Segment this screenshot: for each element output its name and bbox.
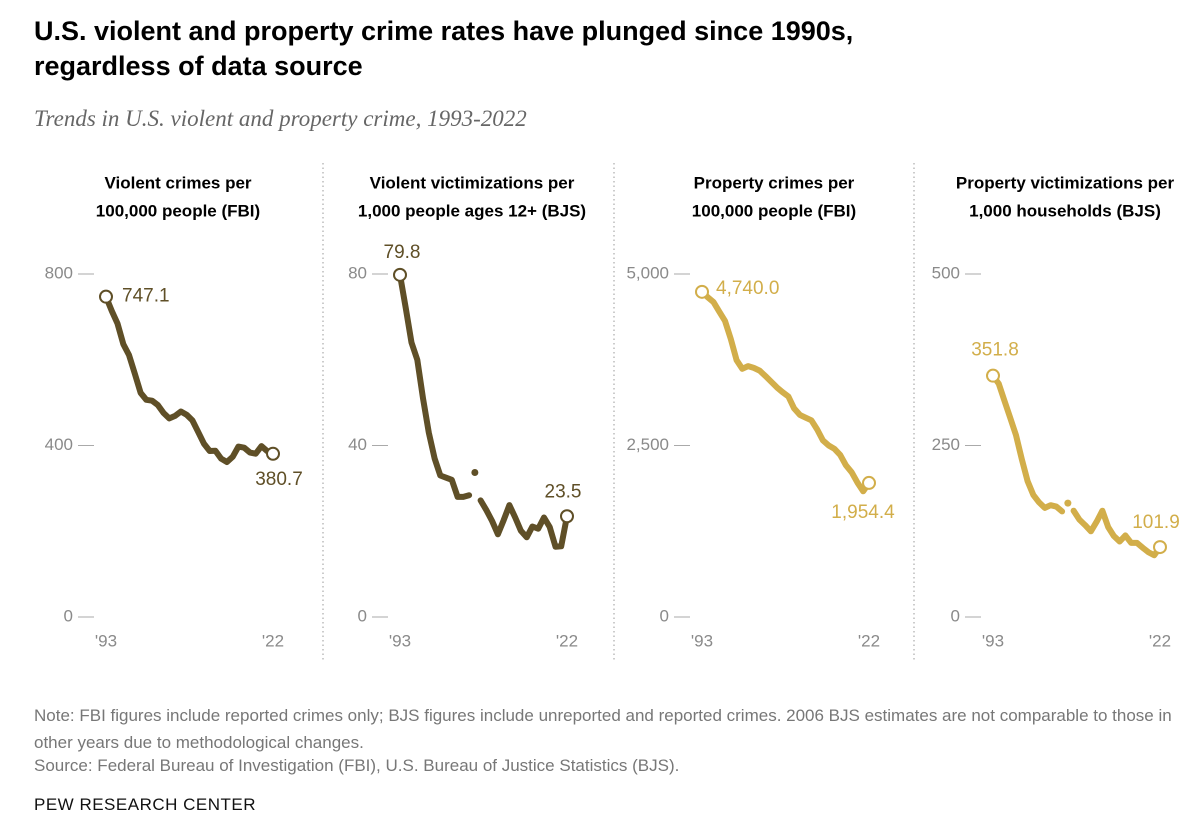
y-tick-label: 400 — [45, 435, 73, 454]
value-label: 79.8 — [384, 242, 421, 263]
value-label: 380.7 — [255, 469, 303, 490]
line — [699, 288, 872, 495]
endpoint — [99, 289, 113, 304]
line — [1070, 507, 1163, 559]
point — [1064, 499, 1072, 507]
line — [103, 293, 276, 465]
value-label: 4,740.0 — [716, 278, 779, 299]
y-tick-label: 250 — [932, 435, 960, 454]
y-tick-label: 2,500 — [626, 435, 669, 454]
x-tick-label: '93 — [982, 631, 1004, 650]
value-label: 351.8 — [971, 340, 1019, 361]
y-tick-label: 0 — [358, 606, 367, 625]
value-label: 747.1 — [122, 286, 170, 307]
subtitle: Trends in U.S. violent and property crim… — [34, 106, 527, 131]
note: Note: FBI figures include reported crime… — [34, 706, 1172, 752]
title-line: U.S. violent and property crime rates ha… — [34, 16, 854, 46]
y-tick-label: 0 — [64, 606, 73, 625]
panel-title: Property victimizations per — [956, 173, 1175, 192]
endpoint — [560, 509, 574, 524]
x-tick-label: '93 — [691, 631, 713, 650]
endpoint — [1153, 540, 1167, 555]
panel-title: 100,000 people (FBI) — [692, 201, 856, 220]
panel-title: Violent victimizations per — [370, 173, 575, 192]
title-line: regardless of data source — [34, 51, 363, 81]
x-tick-label: '22 — [556, 631, 578, 650]
value-label: 101.9 — [1132, 512, 1180, 533]
endpoint — [393, 267, 407, 282]
panel-title: Property crimes per — [694, 173, 855, 192]
y-tick-label: 500 — [932, 263, 960, 282]
y-tick-label: 40 — [348, 435, 367, 454]
endpoint — [862, 475, 876, 490]
x-tick-label: '22 — [858, 631, 880, 650]
panel-title: 1,000 people ages 12+ (BJS) — [358, 201, 586, 220]
line — [397, 271, 473, 500]
value-label: 23.5 — [545, 481, 582, 502]
panel-title: 1,000 households (BJS) — [969, 201, 1161, 220]
panel-title: 100,000 people (FBI) — [96, 201, 260, 220]
x-tick-label: '22 — [262, 631, 284, 650]
credit: PEW RESEARCH CENTER — [34, 795, 257, 814]
y-tick-label: 5,000 — [626, 263, 669, 282]
x-tick-label: '93 — [389, 631, 411, 650]
endpoint — [266, 446, 280, 461]
point — [471, 469, 479, 477]
y-tick-label: 0 — [951, 606, 960, 625]
x-tick-label: '93 — [95, 631, 117, 650]
y-tick-label: 0 — [660, 606, 669, 625]
panel-title: Violent crimes per — [104, 173, 251, 192]
x-tick-label: '22 — [1149, 631, 1171, 650]
endpoint — [695, 284, 709, 299]
y-tick-label: 800 — [45, 263, 73, 282]
source: Source: Federal Bureau of Investigation … — [34, 756, 680, 775]
line — [990, 372, 1066, 515]
value-label: 1,954.4 — [831, 502, 895, 523]
title: U.S. violent and property crime rates ha… — [34, 14, 853, 84]
line — [477, 497, 570, 550]
endpoint — [986, 368, 1000, 383]
y-tick-label: 80 — [348, 263, 367, 282]
